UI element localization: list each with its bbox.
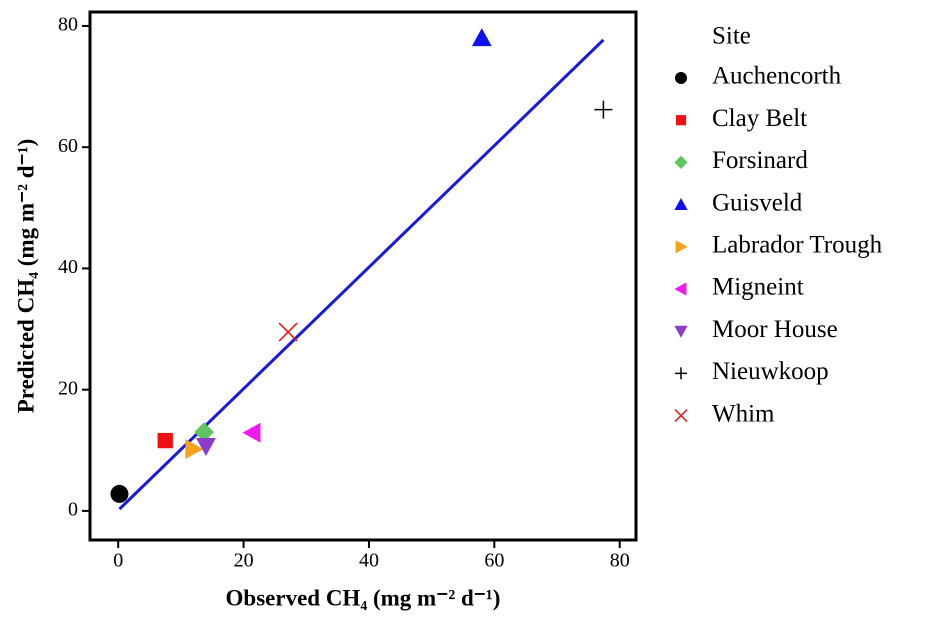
legend-marker [675, 367, 687, 380]
legend-label: Labrador Trough [712, 232, 883, 259]
legend-label: Guisveld [712, 189, 803, 216]
data-point [278, 322, 298, 342]
legend-label: Migneint [712, 274, 804, 301]
legend-marker [674, 409, 688, 423]
legend-label: Forsinard [712, 147, 808, 174]
plot-frame [88, 10, 638, 542]
fit-line [118, 38, 605, 511]
legend-marker [674, 198, 688, 210]
legend-marker [674, 325, 688, 338]
data-point [196, 437, 216, 456]
data-point [242, 422, 261, 443]
x-tick-label: 40 [359, 550, 379, 572]
data-point [471, 28, 492, 47]
y-tick-label: 20 [58, 377, 78, 399]
x-axis-title: Observed CH₄ (mg m⁻² d⁻¹) [226, 585, 501, 610]
y-tick-label: 60 [58, 135, 78, 157]
data-point [194, 422, 214, 442]
x-tick-label: 20 [234, 550, 254, 572]
legend-marker [674, 155, 688, 169]
y-tick-label: 0 [68, 498, 78, 520]
legend-marker [674, 282, 687, 296]
legend-marker [675, 240, 688, 254]
legend-marker [675, 115, 687, 126]
legend-label: Moor House [712, 316, 838, 343]
x-tick-label: 80 [610, 550, 630, 572]
y-tick-label: 40 [58, 256, 78, 278]
legend-title: Site [712, 23, 751, 50]
legend-label: Nieuwkoop [712, 358, 829, 385]
legend-label: Auchencorth [712, 63, 842, 90]
legend-marker [675, 72, 687, 84]
y-axis-title: Predicted CH₄ (mg m⁻² d⁻¹) [13, 139, 38, 414]
legend-label: Whim [712, 400, 775, 427]
data-point [594, 100, 613, 119]
x-tick-label: 0 [113, 550, 123, 572]
data-point [110, 484, 129, 503]
data-point [157, 432, 173, 449]
y-tick-label: 80 [58, 14, 78, 36]
data-point [185, 439, 204, 459]
x-tick-label: 60 [484, 550, 504, 572]
legend-label: Clay Belt [712, 105, 807, 132]
